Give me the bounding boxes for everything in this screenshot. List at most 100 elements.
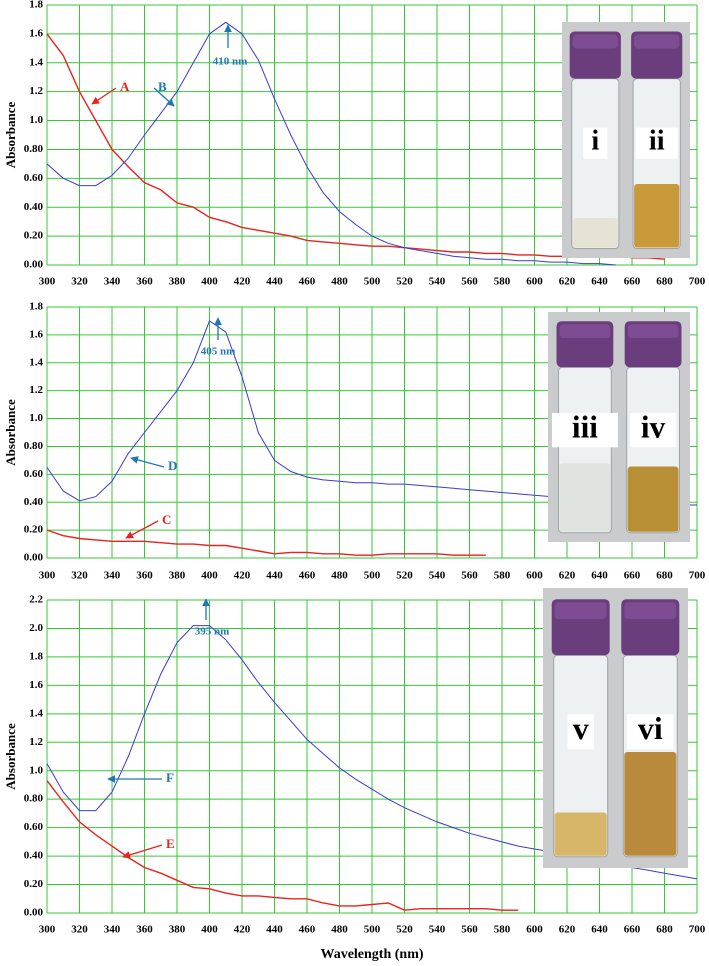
x-tick-label: 580 bbox=[494, 924, 511, 936]
y-tick-label: 1.8 bbox=[29, 0, 43, 11]
x-tick-label: 320 bbox=[71, 924, 88, 936]
y-tick-label: 1.4 bbox=[29, 707, 43, 719]
label-arrow bbox=[125, 520, 159, 539]
y-tick-label: 2.2 bbox=[29, 594, 43, 606]
x-tick-label: 680 bbox=[656, 276, 673, 288]
x-tick-label: 700 bbox=[689, 570, 706, 582]
vial-cap-ridge bbox=[627, 324, 679, 338]
vial-liquid bbox=[572, 217, 618, 248]
x-tick-label: 380 bbox=[169, 924, 186, 936]
x-tick-label: 500 bbox=[364, 924, 381, 936]
label-arrow bbox=[91, 87, 117, 105]
y-tick-label: 1.2 bbox=[29, 736, 43, 748]
vial-liquid bbox=[627, 466, 679, 532]
inset-label: vi bbox=[638, 711, 663, 746]
y-tick-label: 0.00 bbox=[24, 552, 44, 564]
x-tick-label: 640 bbox=[591, 570, 608, 582]
x-tick-label: 380 bbox=[169, 276, 186, 288]
inset-label: v bbox=[573, 711, 589, 746]
series-label: E bbox=[166, 836, 175, 851]
x-tick-label: 340 bbox=[104, 276, 121, 288]
series-label: B bbox=[158, 79, 167, 94]
y-tick-label: 1.0 bbox=[29, 114, 43, 126]
x-tick-label: 620 bbox=[559, 276, 576, 288]
x-tick-label: 440 bbox=[266, 924, 283, 936]
x-tick-label: 560 bbox=[461, 276, 478, 288]
peak-annotation: 395 nm bbox=[195, 626, 230, 638]
y-tick-label: 0.20 bbox=[24, 524, 44, 536]
x-tick-label: 400 bbox=[201, 924, 218, 936]
x-tick-label: 540 bbox=[429, 570, 446, 582]
x-tick-label: 360 bbox=[136, 276, 153, 288]
x-tick-label: 380 bbox=[169, 570, 186, 582]
peak-annotation: 405 nm bbox=[201, 346, 236, 358]
inset-label: iv bbox=[641, 409, 666, 444]
x-tick-label: 420 bbox=[234, 276, 251, 288]
x-tick-label: 400 bbox=[201, 276, 218, 288]
x-tick-label: 460 bbox=[299, 570, 316, 582]
x-tick-label: 700 bbox=[689, 924, 706, 936]
x-tick-label: 660 bbox=[624, 570, 641, 582]
x-tick-label: 540 bbox=[429, 276, 446, 288]
y-tick-label: 0.40 bbox=[24, 201, 44, 213]
x-tick-label: 300 bbox=[39, 276, 56, 288]
x-tick-label: 340 bbox=[104, 570, 121, 582]
x-tick-label: 560 bbox=[461, 570, 478, 582]
y-tick-label: 0.20 bbox=[24, 230, 44, 242]
x-tick-label: 420 bbox=[234, 570, 251, 582]
y-tick-label: 0.00 bbox=[24, 259, 44, 271]
vial-liquid bbox=[554, 812, 607, 856]
y-tick-label: 0.00 bbox=[24, 907, 44, 919]
x-tick-label: 620 bbox=[559, 570, 576, 582]
y-tick-label: 1.4 bbox=[29, 356, 43, 368]
x-tick-label: 660 bbox=[624, 276, 641, 288]
x-tick-label: 580 bbox=[494, 570, 511, 582]
x-tick-label: 320 bbox=[71, 276, 88, 288]
label-arrow bbox=[122, 844, 163, 859]
y-tick-label: 1.6 bbox=[29, 679, 43, 691]
x-tick-label: 580 bbox=[494, 276, 511, 288]
x-tick-label: 680 bbox=[656, 924, 673, 936]
x-tick-label: 300 bbox=[39, 924, 56, 936]
series-label: F bbox=[166, 770, 174, 785]
x-tick-label: 400 bbox=[201, 570, 218, 582]
inset-label: i bbox=[591, 126, 599, 157]
x-tick-label: 440 bbox=[266, 570, 283, 582]
y-tick-label: 1.8 bbox=[29, 301, 43, 313]
y-tick-label: 2.0 bbox=[29, 622, 43, 634]
x-tick-label: 480 bbox=[331, 924, 348, 936]
x-tick-label: 420 bbox=[234, 924, 251, 936]
label-arrow bbox=[153, 87, 175, 107]
vial-liquid bbox=[634, 183, 680, 248]
x-tick-label: 640 bbox=[591, 924, 608, 936]
y-tick-label: 0.60 bbox=[24, 172, 44, 184]
inset-label: iii bbox=[572, 409, 598, 444]
y-tick-label: 1.2 bbox=[29, 85, 43, 97]
x-tick-label: 600 bbox=[526, 276, 543, 288]
x-tick-label: 320 bbox=[71, 570, 88, 582]
x-tick-label: 500 bbox=[364, 570, 381, 582]
y-tick-label: 1.6 bbox=[29, 328, 43, 340]
x-tick-label: 520 bbox=[396, 570, 413, 582]
vial-cap-ridge bbox=[634, 34, 680, 49]
x-tick-label: 520 bbox=[396, 276, 413, 288]
x-tick-label: 640 bbox=[591, 276, 608, 288]
vial-cap-ridge bbox=[554, 602, 607, 619]
inset-label-box bbox=[567, 714, 594, 750]
y-tick-label: 1.0 bbox=[29, 764, 43, 776]
x-tick-label: 340 bbox=[104, 924, 121, 936]
x-tick-label: 480 bbox=[331, 570, 348, 582]
x-tick-label: 560 bbox=[461, 924, 478, 936]
x-tick-label: 300 bbox=[39, 570, 56, 582]
data-line bbox=[46, 529, 486, 556]
y-tick-label: 1.8 bbox=[29, 650, 43, 662]
x-tick-label: 700 bbox=[689, 276, 706, 288]
y-tick-label: 0.60 bbox=[24, 821, 44, 833]
x-tick-label: 500 bbox=[364, 276, 381, 288]
x-tick-label: 540 bbox=[429, 924, 446, 936]
inset-label-box bbox=[583, 127, 608, 159]
x-tick-label: 600 bbox=[526, 570, 543, 582]
x-tick-label: 660 bbox=[624, 924, 641, 936]
x-tick-label: 460 bbox=[299, 924, 316, 936]
